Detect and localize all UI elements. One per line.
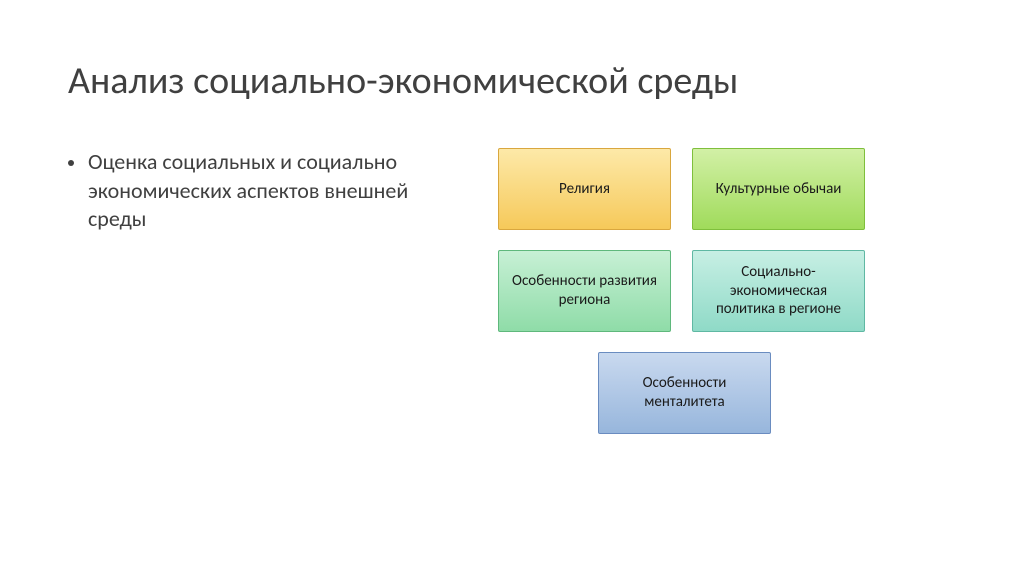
bullet-dot-icon (68, 160, 74, 166)
slide-title: Анализ социально-экономической среды (68, 58, 738, 104)
box-policy: Социально-экономическая политика в регио… (692, 250, 865, 332)
box-region-dev: Особенности развития региона (498, 250, 671, 332)
box-customs: Культурные обычаи (692, 148, 865, 230)
bullet-item: Оценка социальных и социально экономичес… (68, 148, 448, 234)
bullet-text: Оценка социальных и социально экономичес… (88, 148, 448, 234)
box-religion: Религия (498, 148, 671, 230)
box-mentality: Особенности менталитета (598, 352, 771, 434)
